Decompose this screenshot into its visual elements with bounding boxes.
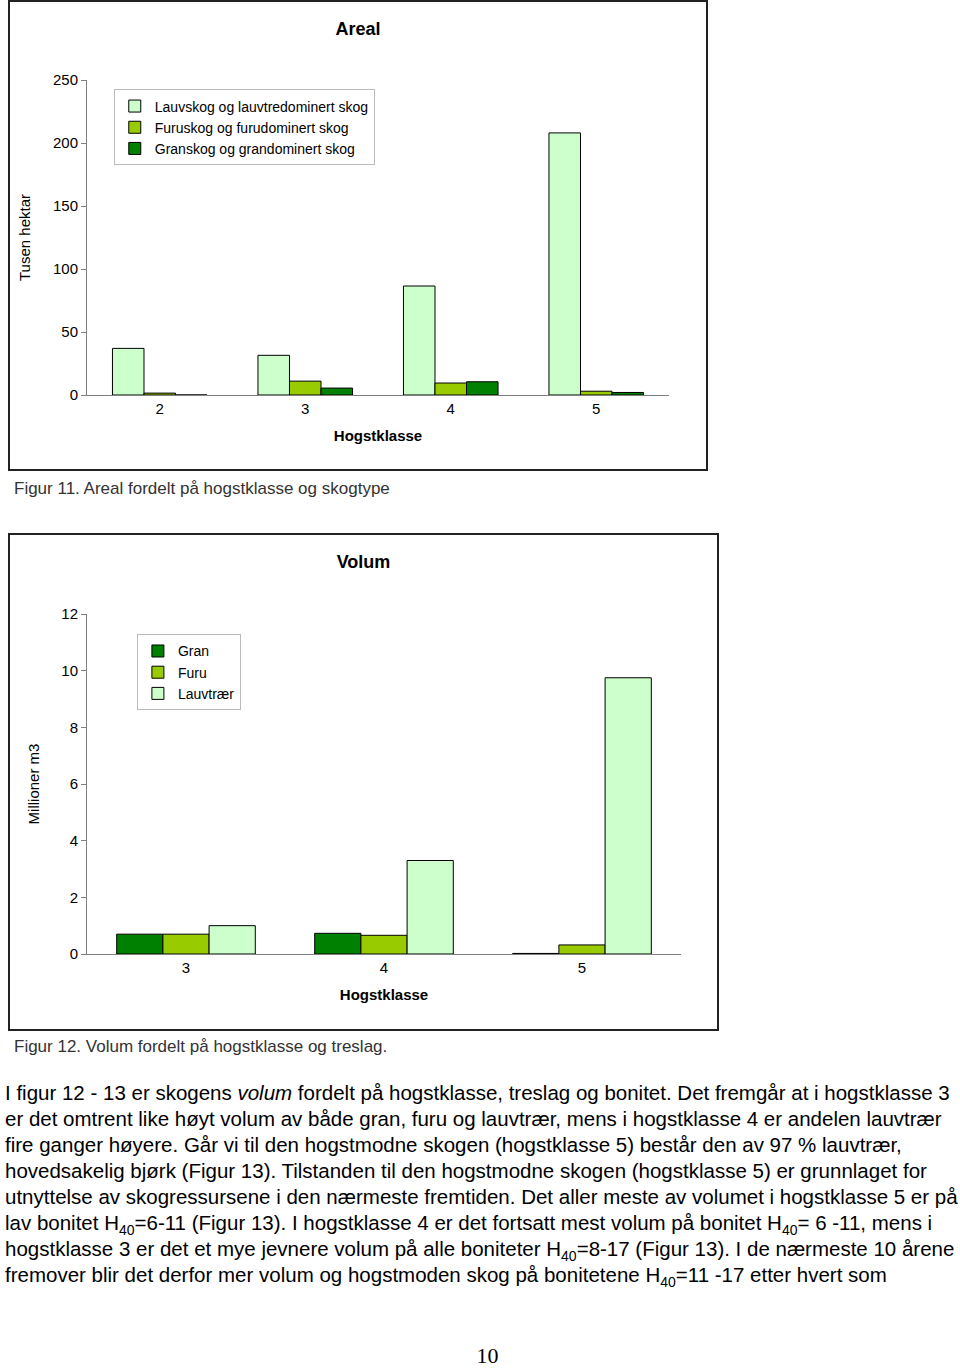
svg-text:0: 0 (70, 945, 78, 962)
svg-text:4: 4 (447, 400, 455, 417)
svg-text:Lauvtrær: Lauvtrær (178, 686, 234, 702)
svg-text:50: 50 (61, 323, 78, 340)
svg-text:Furu: Furu (178, 665, 207, 681)
svg-text:200: 200 (53, 134, 78, 151)
svg-text:0: 0 (70, 386, 78, 403)
svg-text:Volum: Volum (337, 552, 391, 572)
svg-text:2: 2 (70, 889, 78, 906)
svg-text:12: 12 (61, 605, 78, 622)
svg-text:Hogstklasse: Hogstklasse (334, 427, 422, 444)
svg-text:4: 4 (70, 832, 78, 849)
html-text:I figur 12 - 13 er skogens vol: I figur 12 - 13 er skogens volum fordelt… (5, 1081, 958, 1291)
html-text:Figur 11. Areal fordelt på hog: Figur 11. Areal fordelt på hogstklasse o… (14, 479, 390, 498)
svg-text:5: 5 (592, 400, 600, 417)
svg-text:8: 8 (70, 719, 78, 736)
svg-text:Millioner m3: Millioner m3 (25, 744, 42, 825)
svg-text:5: 5 (578, 959, 586, 976)
svg-text:250: 250 (53, 71, 78, 88)
svg-text:3: 3 (182, 959, 190, 976)
svg-text:10: 10 (61, 662, 78, 679)
svg-text:100: 100 (53, 260, 78, 277)
svg-text:Hogstklasse: Hogstklasse (340, 986, 428, 1003)
svg-text:Furuskog og furudominert skog: Furuskog og furudominert skog (155, 120, 349, 136)
svg-text:Areal: Areal (335, 19, 380, 39)
svg-text:Tusen hektar: Tusen hektar (16, 194, 33, 281)
svg-text:4: 4 (380, 959, 388, 976)
html-text:10: 10 (476, 1343, 499, 1368)
svg-text:Granskog og grandominert skog: Granskog og grandominert skog (155, 141, 355, 157)
html-text:Figur 12. Volum fordelt på hog: Figur 12. Volum fordelt på hogstklasse o… (14, 1037, 388, 1056)
svg-text:2: 2 (156, 400, 164, 417)
svg-text:6: 6 (70, 775, 78, 792)
svg-text:150: 150 (53, 197, 78, 214)
svg-text:3: 3 (301, 400, 309, 417)
svg-text:Lauvskog og lauvtredominert sk: Lauvskog og lauvtredominert skog (155, 99, 368, 115)
svg-text:Gran: Gran (178, 643, 209, 659)
